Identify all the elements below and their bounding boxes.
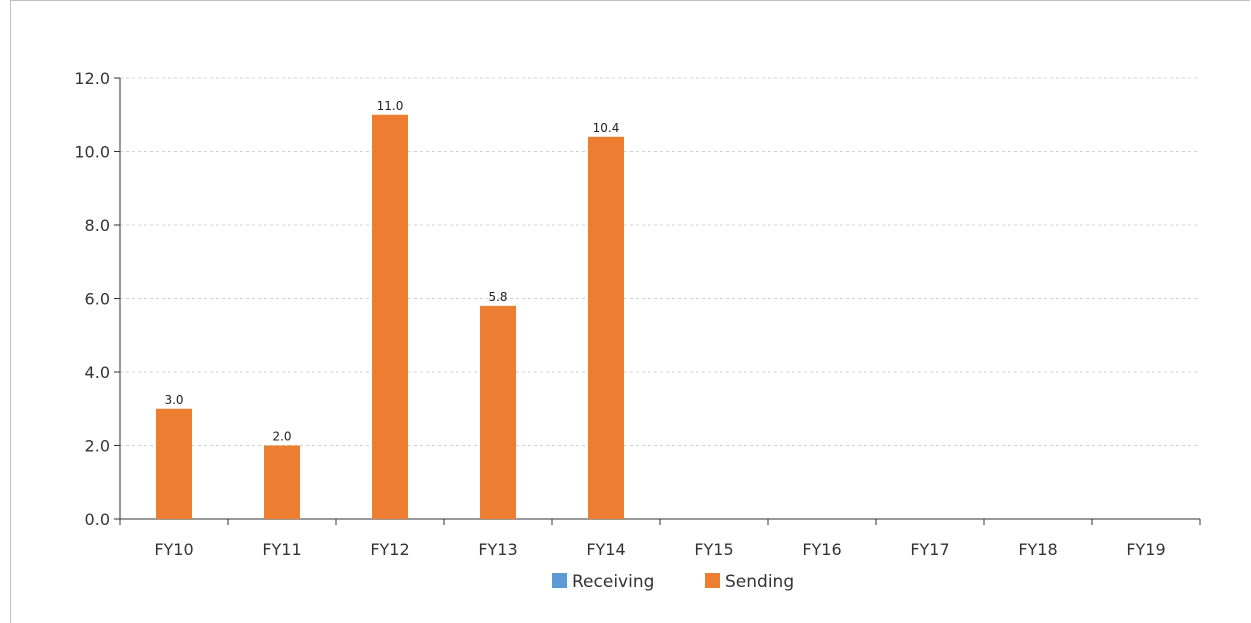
data-label: 5.8 [488, 290, 507, 304]
x-axis: FY10 FY11 FY12 FY13 FY14 FY15 FY16 FY17 FY18 FY19 [119, 518, 1201, 559]
y-tick-label: 4.0 [85, 363, 110, 382]
data-label: 3.0 [164, 393, 183, 407]
y-tick-label: 6.0 [85, 290, 110, 309]
legend-label-sending[interactable]: Sending [725, 572, 794, 592]
bar-sending[interactable] [588, 136, 624, 520]
x-tick-label: FY19 [1126, 540, 1165, 559]
data-label: 11.0 [377, 99, 404, 113]
x-tick-label: FY14 [586, 540, 625, 559]
y-tick-label: 2.0 [85, 437, 110, 456]
legend-swatch-sending[interactable] [705, 573, 720, 588]
y-tick-label: 12.0 [74, 69, 110, 88]
y-tick-label: 0.0 [85, 510, 110, 529]
x-tick-label: FY17 [910, 540, 949, 559]
bars: 3.0 2.0 11.0 5.8 10.4 [156, 99, 624, 520]
chart-frame [10, 0, 1250, 623]
legend: Receiving Sending [552, 572, 794, 592]
x-tick-label: FY11 [262, 540, 301, 559]
bar-sending[interactable] [156, 408, 192, 519]
legend-label-receiving[interactable]: Receiving [572, 572, 654, 592]
x-tick-label: FY12 [370, 540, 409, 559]
x-tick-label: FY15 [694, 540, 733, 559]
y-tick-label: 10.0 [74, 143, 110, 162]
y-tick-label: 8.0 [85, 216, 110, 235]
x-tick-label: FY16 [802, 540, 841, 559]
legend-swatch-receiving[interactable] [552, 573, 567, 588]
data-label: 10.4 [593, 121, 620, 135]
x-tick-label: FY10 [154, 540, 193, 559]
gridlines [120, 77, 1200, 446]
x-tick-label: FY18 [1018, 540, 1057, 559]
x-tick-label: FY13 [478, 540, 517, 559]
bar-sending[interactable] [372, 114, 408, 519]
data-label: 2.0 [272, 430, 291, 444]
bar-sending[interactable] [264, 445, 300, 520]
y-axis: 0.0 2.0 4.0 6.0 8.0 10.0 12.0 [74, 69, 121, 529]
bar-sending[interactable] [480, 305, 516, 519]
